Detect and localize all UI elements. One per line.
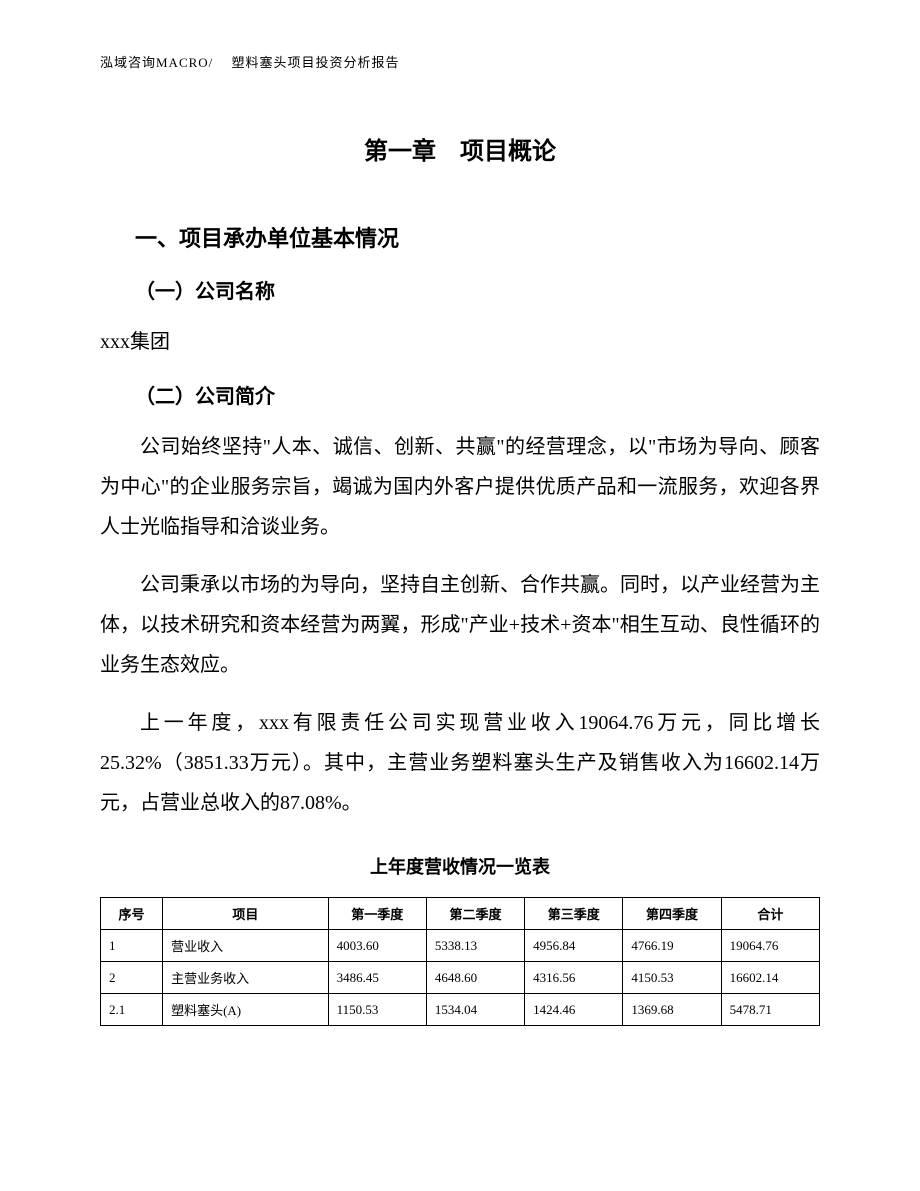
cell: 4003.60 bbox=[328, 930, 426, 962]
document-page: 泓域咨询MACRO/ 塑料塞头项目投资分析报告 第一章 项目概论 一、项目承办单… bbox=[0, 0, 920, 1086]
col-header-total: 合计 bbox=[721, 898, 819, 930]
col-header-q3: 第三季度 bbox=[525, 898, 623, 930]
cell: 2.1 bbox=[101, 994, 163, 1026]
cell: 4316.56 bbox=[525, 962, 623, 994]
table-title: 上年度营收情况一览表 bbox=[100, 853, 820, 879]
table-row: 2 主营业务收入 3486.45 4648.60 4316.56 4150.53… bbox=[101, 962, 820, 994]
cell: 塑料塞头(A) bbox=[163, 994, 329, 1026]
revenue-table: 序号 项目 第一季度 第二季度 第三季度 第四季度 合计 1 营业收入 4003… bbox=[100, 897, 820, 1026]
table-row: 2.1 塑料塞头(A) 1150.53 1534.04 1424.46 1369… bbox=[101, 994, 820, 1026]
cell: 1424.46 bbox=[525, 994, 623, 1026]
cell: 19064.76 bbox=[721, 930, 819, 962]
col-header-q2: 第二季度 bbox=[426, 898, 524, 930]
section-title-1: 一、项目承办单位基本情况 bbox=[135, 221, 820, 253]
cell: 16602.14 bbox=[721, 962, 819, 994]
chapter-title: 第一章 项目概论 bbox=[100, 131, 820, 166]
col-header-q1: 第一季度 bbox=[328, 898, 426, 930]
cell: 4766.19 bbox=[623, 930, 721, 962]
table-row: 1 营业收入 4003.60 5338.13 4956.84 4766.19 1… bbox=[101, 930, 820, 962]
col-header-q4: 第四季度 bbox=[623, 898, 721, 930]
cell: 3486.45 bbox=[328, 962, 426, 994]
col-header-item: 项目 bbox=[163, 898, 329, 930]
cell: 1369.68 bbox=[623, 994, 721, 1026]
paragraph-3: 上一年度，xxx有限责任公司实现营业收入19064.76万元，同比增长25.32… bbox=[100, 703, 820, 823]
company-name: xxx集团 bbox=[100, 322, 820, 362]
cell: 4956.84 bbox=[525, 930, 623, 962]
table-header-row: 序号 项目 第一季度 第二季度 第三季度 第四季度 合计 bbox=[101, 898, 820, 930]
paragraph-2: 公司秉承以市场的为导向，坚持自主创新、合作共赢。同时，以产业经营为主体，以技术研… bbox=[100, 565, 820, 685]
cell: 主营业务收入 bbox=[163, 962, 329, 994]
cell: 营业收入 bbox=[163, 930, 329, 962]
cell: 1 bbox=[101, 930, 163, 962]
subsection-title-2: （二）公司简介 bbox=[135, 380, 820, 409]
col-header-seq: 序号 bbox=[101, 898, 163, 930]
page-header: 泓域咨询MACRO/ 塑料塞头项目投资分析报告 bbox=[100, 52, 820, 71]
cell: 1534.04 bbox=[426, 994, 524, 1026]
cell: 2 bbox=[101, 962, 163, 994]
cell: 1150.53 bbox=[328, 994, 426, 1026]
cell: 4150.53 bbox=[623, 962, 721, 994]
subsection-title-1: （一）公司名称 bbox=[135, 275, 820, 304]
cell: 5338.13 bbox=[426, 930, 524, 962]
cell: 4648.60 bbox=[426, 962, 524, 994]
cell: 5478.71 bbox=[721, 994, 819, 1026]
paragraph-1: 公司始终坚持"人本、诚信、创新、共赢"的经营理念，以"市场为导向、顾客为中心"的… bbox=[100, 427, 820, 547]
